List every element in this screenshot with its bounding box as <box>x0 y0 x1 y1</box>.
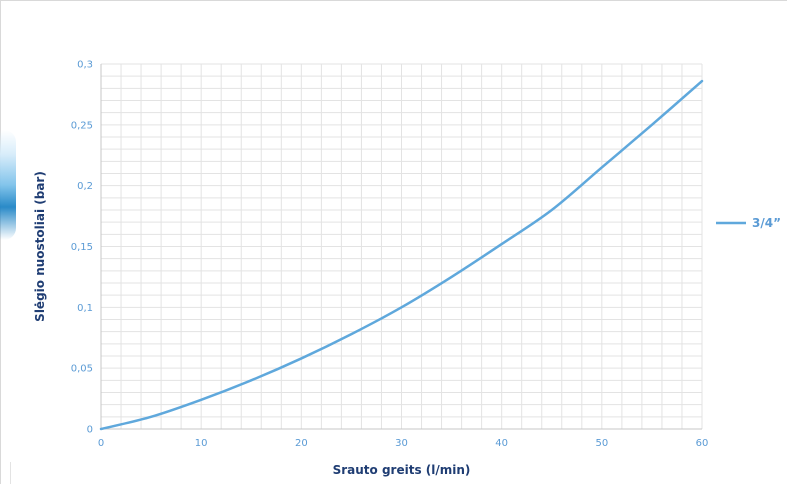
axes <box>100 64 702 430</box>
y-axis-title: Slėgio nuostoliai (bar) <box>33 171 47 322</box>
legend: 3/4” <box>716 216 781 230</box>
y-tick-label: 0 <box>87 425 93 436</box>
y-tick-label: 0,1 <box>77 303 93 314</box>
y-tick-labels: 0 0,05 0,1 0,15 0,2 0,25 0,3 <box>71 60 93 436</box>
x-axis-title: Srauto greits (l/min) <box>333 463 471 477</box>
x-tick-label: 40 <box>495 438 508 449</box>
bottom-divider <box>10 462 11 484</box>
y-tick-label: 0,15 <box>71 242 93 253</box>
x-tick-label: 60 <box>696 438 709 449</box>
grid <box>100 63 703 430</box>
x-tick-label: 10 <box>195 438 208 449</box>
x-tick-labels: 0 10 20 30 40 50 60 <box>98 438 709 449</box>
x-tick-label: 20 <box>295 438 308 449</box>
series-line-3-4 <box>99 79 704 431</box>
y-tick-label: 0,25 <box>71 120 93 131</box>
left-decorative-wave <box>0 130 16 240</box>
series-layer <box>99 79 704 431</box>
y-tick-label: 0,05 <box>71 364 93 375</box>
x-tick-label: 0 <box>98 438 104 449</box>
y-tick-label: 0,3 <box>77 60 93 71</box>
x-tick-label: 30 <box>395 438 408 449</box>
legend-label-3-4: 3/4” <box>752 216 781 230</box>
y-tick-label: 0,2 <box>77 181 93 192</box>
x-tick-label: 50 <box>595 438 608 449</box>
